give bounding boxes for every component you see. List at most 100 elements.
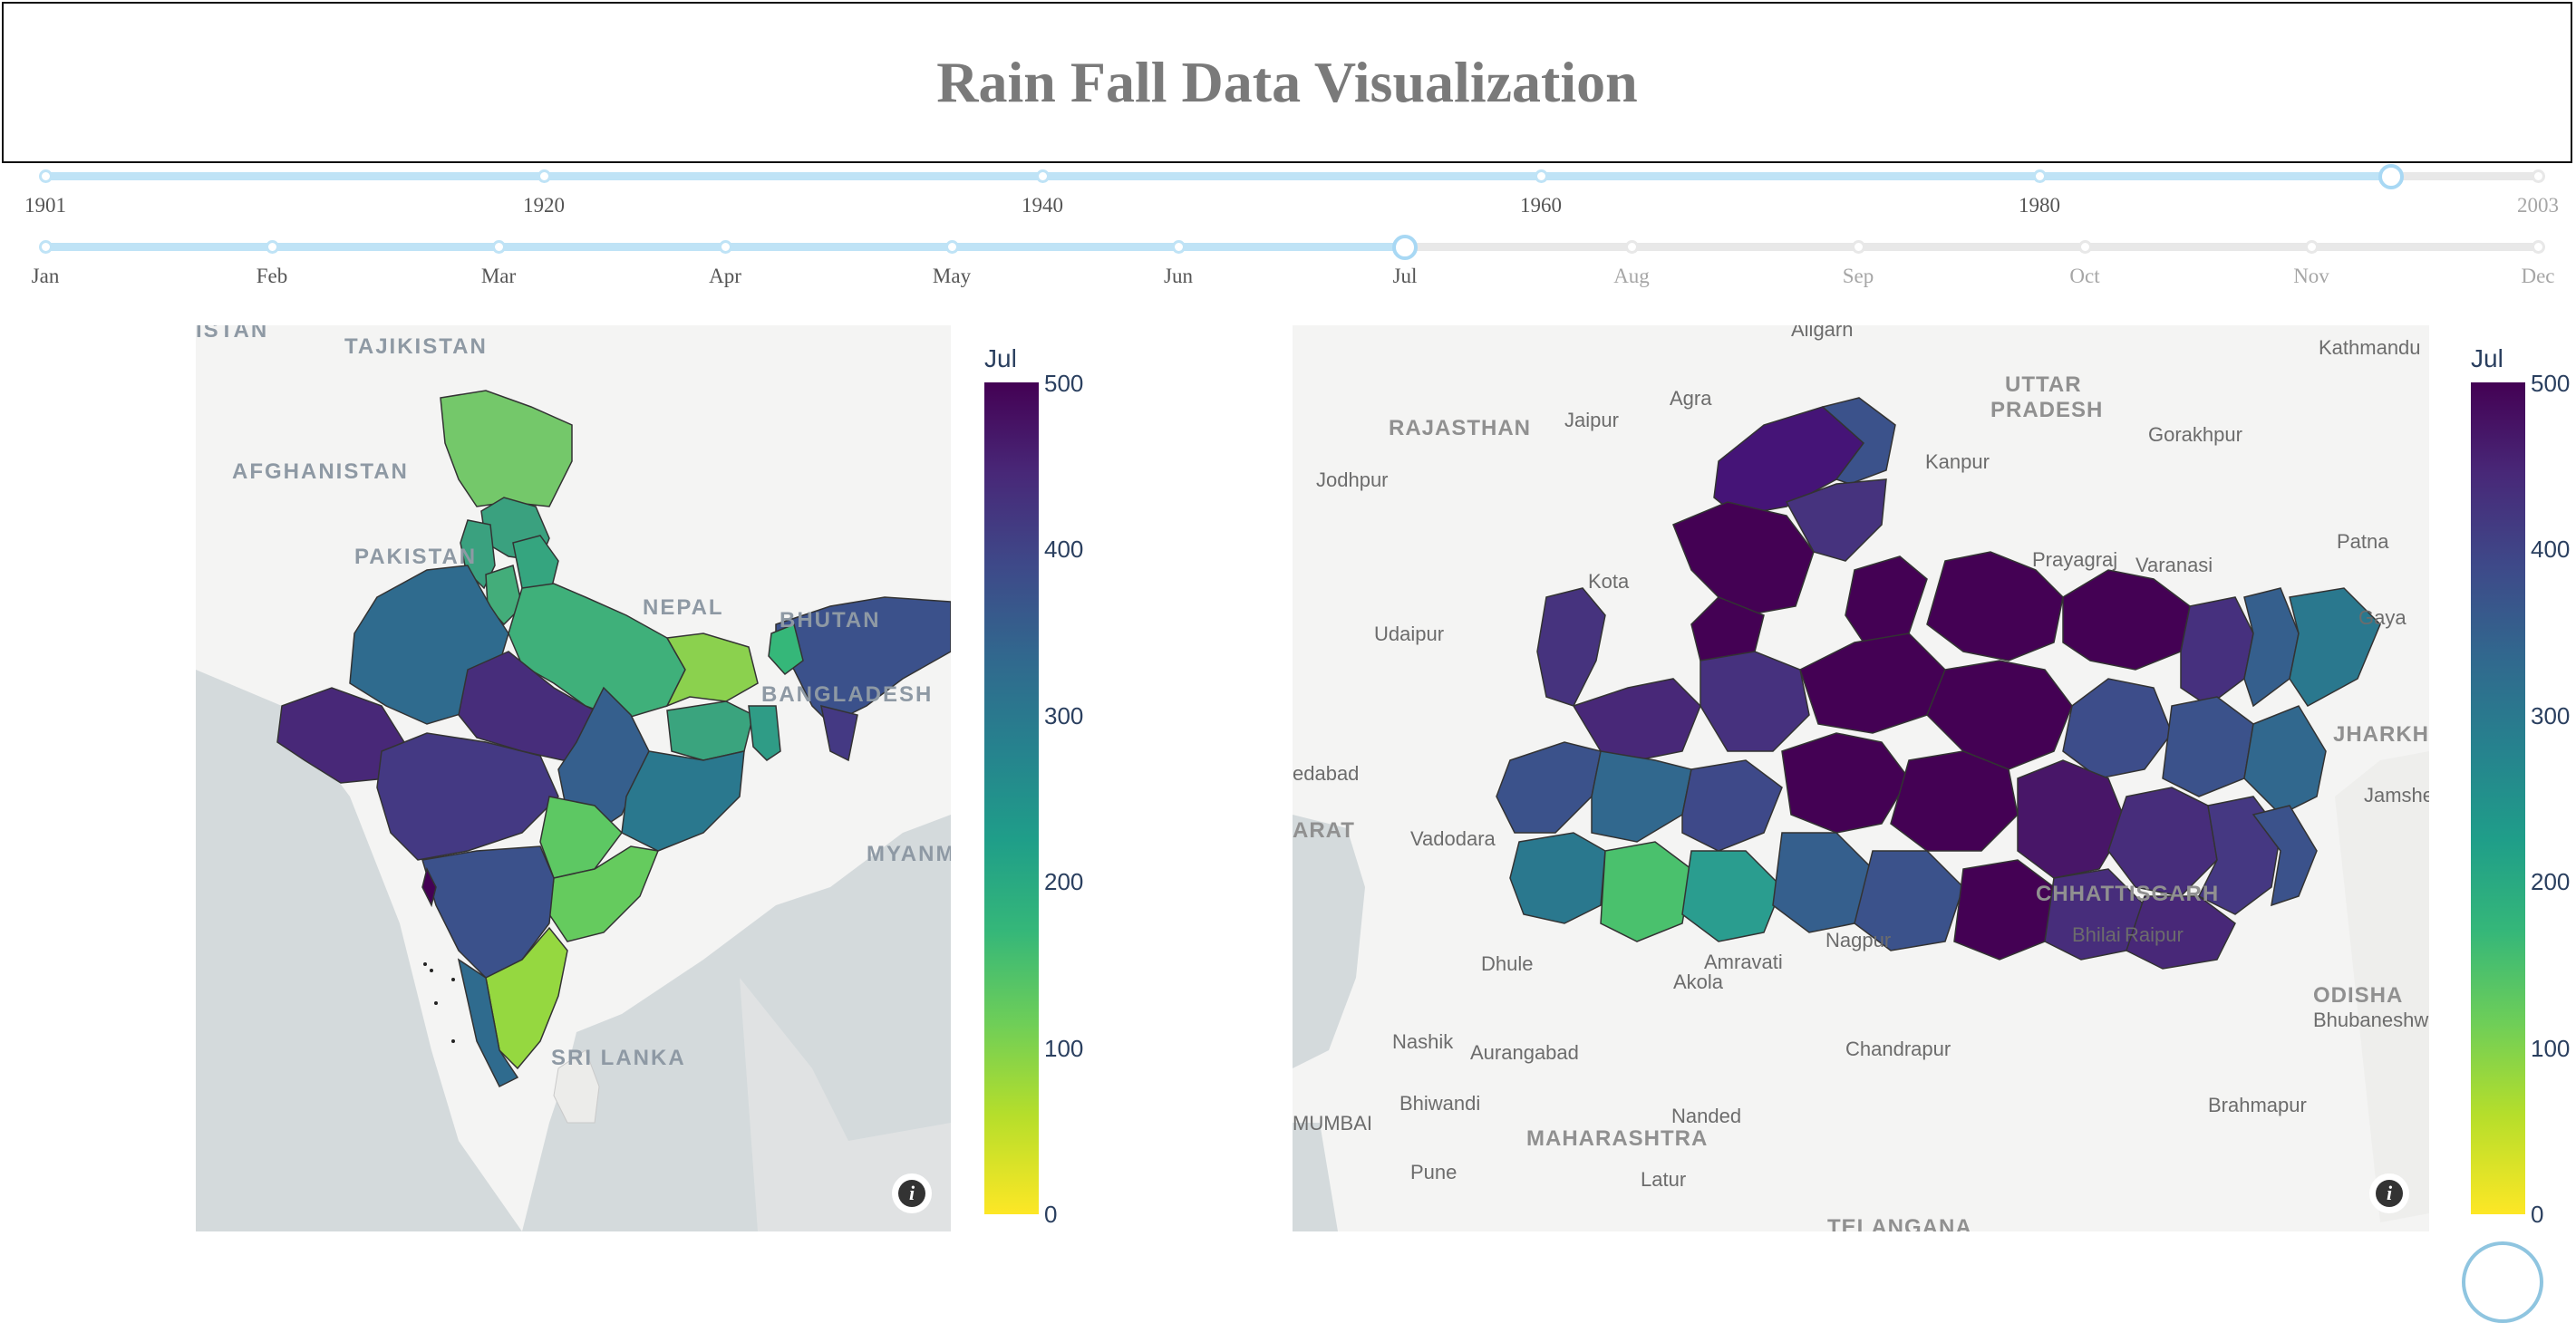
year-slider-tick[interactable] xyxy=(2531,169,2545,183)
city-label-nanded: Nanded xyxy=(1671,1105,1742,1127)
colorbar-gradient xyxy=(984,382,1039,1214)
year-slider-label[interactable]: 2003 xyxy=(2517,194,2559,217)
month-slider-tick[interactable] xyxy=(2531,240,2545,254)
year-slider[interactable]: 1901 1920 1940 1960 1980 2003 xyxy=(24,163,2559,217)
district-jabalpur[interactable] xyxy=(1926,660,2073,770)
month-slider-label[interactable]: Aug xyxy=(1613,265,1650,287)
month-slider-tick[interactable] xyxy=(718,240,732,254)
district-betul[interactable] xyxy=(1854,850,1964,951)
region-maharashtra[interactable] xyxy=(376,732,559,861)
year-slider-label[interactable]: 1940 xyxy=(1022,194,1063,217)
year-slider-label[interactable]: 1960 xyxy=(1520,194,1562,217)
region-mizoram-tripura[interactable] xyxy=(820,704,858,762)
region-tamil-nadu[interactable] xyxy=(485,926,568,1070)
region-andhra-pradesh[interactable] xyxy=(548,845,660,942)
region-karnataka[interactable] xyxy=(421,845,555,979)
region-kerala[interactable] xyxy=(457,958,519,1088)
district-dhar[interactable] xyxy=(1591,750,1692,843)
month-slider-handle[interactable] xyxy=(1392,235,1418,260)
right-map-info-button[interactable]: i xyxy=(2369,1173,2409,1213)
colorbar-tick-200: 200 xyxy=(2531,868,2571,895)
month-slider-label[interactable]: Dec xyxy=(2521,265,2555,287)
year-slider-handle[interactable] xyxy=(2378,164,2405,189)
district-chhindwara[interactable] xyxy=(1953,859,2055,961)
year-slider-tick[interactable] xyxy=(2032,169,2047,183)
district-sidhi[interactable] xyxy=(2180,596,2254,707)
district-balaghat[interactable] xyxy=(2126,895,2236,970)
district-shivpuri[interactable] xyxy=(1785,478,1887,562)
district-narsinghpur[interactable] xyxy=(1890,750,2019,852)
district-umaria[interactable] xyxy=(2062,678,2173,779)
month-slider-label[interactable]: Nov xyxy=(2293,265,2329,287)
month-slider-tick[interactable] xyxy=(1851,240,1865,254)
district-balaghat-east[interactable] xyxy=(2197,796,2281,915)
state-label-pradesh: PRADESH xyxy=(1990,398,2104,422)
district-dindori[interactable] xyxy=(2107,787,2218,897)
month-slider-tick[interactable] xyxy=(944,240,959,254)
month-slider-tick[interactable] xyxy=(491,240,506,254)
india-choropleth-map[interactable]: ISTAN TAJIKISTAN AFGHANISTAN PAKISTAN NE… xyxy=(196,325,951,1231)
district-khargone[interactable] xyxy=(1600,841,1692,942)
district-choropleth-map[interactable]: Aligarh Agra Jaipur Jodhpur Kanpur Gorak… xyxy=(1293,325,2429,1231)
district-rewa[interactable] xyxy=(2062,569,2191,671)
district-raisen[interactable] xyxy=(1799,633,1946,734)
left-colorbar: Jul 500 400 300 200 100 0 xyxy=(984,344,1129,1232)
district-map-canvas[interactable] xyxy=(1293,325,2429,1231)
year-slider-tick[interactable] xyxy=(537,169,551,183)
district-gwalior[interactable] xyxy=(1672,501,1815,616)
year-slider-tick[interactable] xyxy=(1035,169,1050,183)
district-sonbhadra[interactable] xyxy=(2289,587,2381,707)
district-anuppur[interactable] xyxy=(2243,705,2327,816)
district-mandla[interactable] xyxy=(2017,759,2127,879)
month-slider-label[interactable]: Jun xyxy=(1164,265,1193,287)
district-indore[interactable] xyxy=(1681,759,1783,852)
month-slider-label[interactable]: Jul xyxy=(1392,265,1418,287)
district-panna[interactable] xyxy=(1926,551,2064,662)
month-slider-tick[interactable] xyxy=(265,240,279,254)
year-slider-label[interactable]: 1980 xyxy=(2019,194,2060,217)
month-slider-label[interactable]: Oct xyxy=(2069,265,2100,287)
month-slider-tick[interactable] xyxy=(2077,240,2092,254)
region-jammu-kashmir[interactable] xyxy=(440,390,573,507)
district-rajnandgaon[interactable] xyxy=(2252,805,2318,907)
region-uttarakhand[interactable] xyxy=(512,535,559,598)
month-slider-label[interactable]: Mar xyxy=(480,265,517,287)
district-shahdol[interactable] xyxy=(2162,696,2254,797)
district-ujjain[interactable] xyxy=(1572,678,1701,761)
region-odisha[interactable] xyxy=(621,750,745,852)
region-goa[interactable] xyxy=(421,866,437,908)
info-icon: i xyxy=(2376,1180,2403,1207)
district-barwani[interactable] xyxy=(1509,832,1606,924)
month-slider-label[interactable]: Apr xyxy=(709,265,741,287)
map-label-nepal: NEPAL xyxy=(643,595,724,620)
district-khandwa[interactable] xyxy=(1681,850,1783,942)
district-vidisha[interactable] xyxy=(1700,651,1810,752)
month-slider-tick[interactable] xyxy=(2304,240,2319,254)
year-slider-label[interactable]: 1901 xyxy=(24,194,66,217)
month-slider-label[interactable]: Sep xyxy=(1842,265,1874,287)
year-slider-label[interactable]: 1920 xyxy=(523,194,565,217)
city-label-latur: Latur xyxy=(1641,1168,1687,1191)
district-datia[interactable] xyxy=(1821,397,1896,485)
month-slider-tick[interactable] xyxy=(1171,240,1186,254)
district-neemuch[interactable] xyxy=(1536,587,1606,707)
india-map-canvas[interactable] xyxy=(196,325,951,1231)
city-label-jaipur: Jaipur xyxy=(1564,409,1619,431)
district-sagar[interactable] xyxy=(1845,555,1928,643)
district-singrauli[interactable] xyxy=(2243,587,2300,708)
month-slider-label[interactable]: Jan xyxy=(31,265,60,287)
district-jhabua[interactable] xyxy=(1496,741,1602,834)
left-map-info-button[interactable]: i xyxy=(892,1173,932,1213)
year-slider-tick[interactable] xyxy=(1534,169,1548,183)
region-west-bengal[interactable] xyxy=(748,705,781,761)
month-slider-tick[interactable] xyxy=(1624,240,1639,254)
month-slider[interactable]: Jan Feb Mar Apr May Jun Jul Aug Sep Oct Nov Dec xyxy=(32,234,2555,288)
state-label-gujarat: ARAT xyxy=(1293,818,1355,843)
month-slider-label[interactable]: May xyxy=(932,265,972,287)
month-slider-label[interactable]: Feb xyxy=(256,265,288,287)
district-sehore[interactable] xyxy=(1781,732,1910,834)
month-slider-tick[interactable] xyxy=(38,240,53,254)
colorbar-tick-100: 100 xyxy=(1044,1035,1084,1062)
region-sikkim-hills[interactable] xyxy=(768,623,804,676)
year-slider-tick[interactable] xyxy=(38,169,53,183)
